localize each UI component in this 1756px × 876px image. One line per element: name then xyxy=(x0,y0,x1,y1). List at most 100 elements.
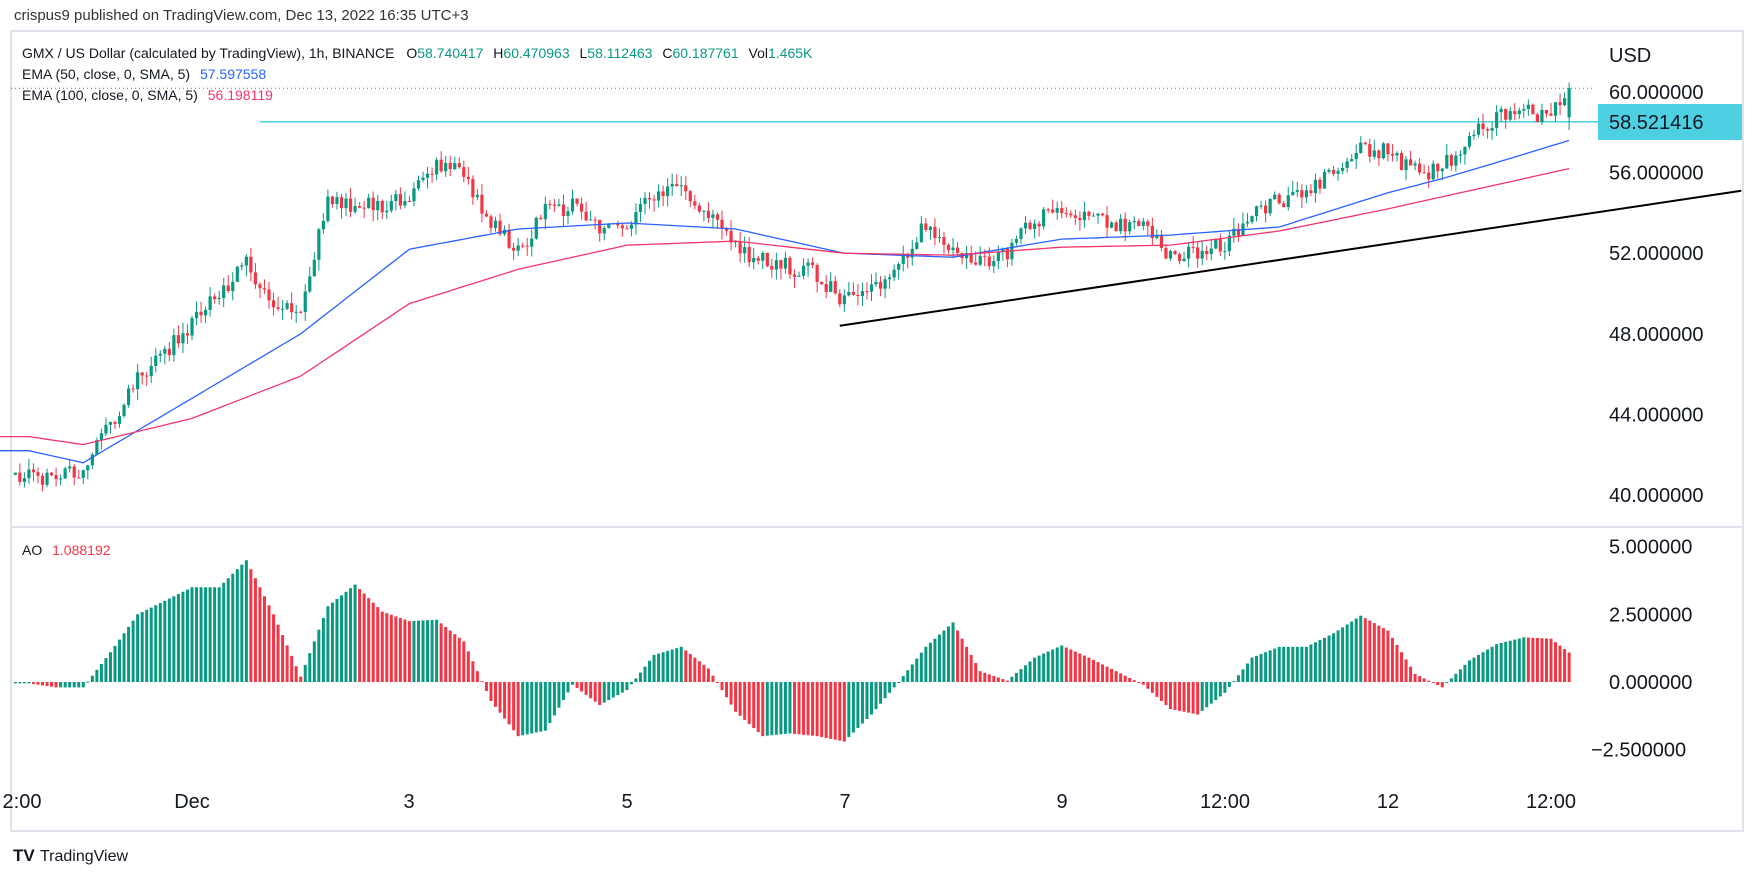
candle xyxy=(561,194,566,227)
candle xyxy=(362,200,366,219)
time-axis[interactable]: 2:00 Dec 3 5 7 9 12:00 12 12:00 xyxy=(3,791,1577,813)
candle xyxy=(1422,164,1426,174)
candle xyxy=(330,195,335,208)
ao-bar xyxy=(72,682,76,688)
ao-bar xyxy=(738,682,742,716)
legend-ema100[interactable]: EMA (100, close, 0, SMA, 5) 56.198119 xyxy=(22,87,273,103)
ao-bar xyxy=(244,560,248,682)
ao-bar xyxy=(956,630,960,682)
ao-value: 1.088192 xyxy=(52,542,111,558)
candle-body xyxy=(1205,250,1209,255)
footer-brand[interactable]: TradingView xyxy=(40,848,128,865)
candle xyxy=(389,194,393,213)
time-tick: 9 xyxy=(1056,791,1067,813)
ao-bar xyxy=(1522,637,1526,682)
candle xyxy=(31,463,36,482)
candle xyxy=(1168,249,1173,262)
ao-bar xyxy=(856,682,860,729)
ao-bar xyxy=(1540,638,1544,682)
candle-body xyxy=(1132,221,1136,223)
svg-text:TV: TV xyxy=(13,846,35,865)
candle-body xyxy=(1513,111,1517,115)
candle-body xyxy=(860,291,865,296)
candle-body xyxy=(1268,198,1272,214)
candle-body xyxy=(987,256,991,267)
candle xyxy=(1100,212,1105,217)
candle-body xyxy=(1042,209,1046,227)
candle xyxy=(1087,210,1091,221)
candle xyxy=(806,258,810,277)
candle xyxy=(421,171,425,183)
candle xyxy=(1485,127,1490,139)
ao-bar xyxy=(824,682,828,738)
candle xyxy=(670,173,674,196)
candle xyxy=(1223,241,1227,260)
candle-body xyxy=(185,333,190,336)
ao-bar xyxy=(253,578,257,682)
candle-body xyxy=(593,219,597,221)
ao-bar xyxy=(521,682,525,736)
price-axis[interactable]: 60.000000 56.000000 52.000000 48.000000 44.0… xyxy=(1609,82,1704,507)
candle xyxy=(1553,102,1558,123)
candle-body xyxy=(353,206,357,212)
candle-body xyxy=(1467,136,1472,147)
candle xyxy=(1395,151,1399,162)
price-pane[interactable] xyxy=(0,82,1742,492)
ao-bar xyxy=(575,682,579,689)
candle xyxy=(1295,181,1299,197)
candle xyxy=(1418,157,1422,176)
ao-bar xyxy=(312,641,316,682)
ema100-label: EMA (100, close, 0, SMA, 5) xyxy=(22,87,198,103)
candle-body xyxy=(638,204,643,212)
ao-bar xyxy=(1132,680,1136,682)
candle xyxy=(1155,229,1159,240)
candle xyxy=(18,463,22,486)
time-tick: Dec xyxy=(174,791,210,813)
candle xyxy=(1517,107,1521,120)
ao-bar xyxy=(281,635,285,682)
candle-body xyxy=(1363,142,1367,145)
candle-body xyxy=(126,388,131,406)
candle xyxy=(851,282,855,296)
candle-body xyxy=(1209,248,1213,255)
candle xyxy=(1119,214,1123,235)
candle xyxy=(1055,201,1059,220)
candle-body xyxy=(951,247,955,251)
candle-body xyxy=(457,163,461,168)
candle-body xyxy=(108,422,113,425)
tradingview-logo-icon[interactable]: TV xyxy=(13,846,35,865)
candle xyxy=(688,189,692,207)
ao-bar xyxy=(1440,682,1444,688)
candle xyxy=(521,242,525,249)
legend-ema50[interactable]: EMA (50, close, 0, SMA, 5) 57.597558 xyxy=(22,66,266,82)
candle-body xyxy=(919,223,923,243)
candle xyxy=(290,292,294,320)
candle-body xyxy=(1096,213,1100,216)
candle-body xyxy=(629,224,634,229)
ao-bar xyxy=(299,676,303,682)
candle-body xyxy=(190,318,194,336)
candle-body xyxy=(656,191,661,201)
candle-body xyxy=(652,199,656,201)
candle xyxy=(697,202,701,214)
candle xyxy=(1245,213,1250,227)
candle xyxy=(376,194,380,221)
ao-bar xyxy=(249,569,253,682)
candle xyxy=(1069,210,1073,218)
legend-ao[interactable]: AO 1.088192 xyxy=(22,542,111,558)
ao-bar xyxy=(702,664,706,682)
candle xyxy=(869,274,874,301)
candle xyxy=(525,237,529,257)
candle-body xyxy=(258,284,262,289)
ao-bar xyxy=(1517,638,1521,682)
ao-bar xyxy=(561,682,565,701)
time-tick: 5 xyxy=(621,791,632,813)
candle-body xyxy=(1069,213,1073,216)
ao-pane[interactable] xyxy=(13,560,1571,742)
candle-body xyxy=(59,478,63,480)
ao-axis[interactable]: 5.000000 2.500000 0.000000 −2.500000 xyxy=(1591,537,1692,762)
ao-bar xyxy=(1001,679,1005,682)
ao-bar xyxy=(1318,640,1322,682)
candle-body xyxy=(1526,104,1530,109)
